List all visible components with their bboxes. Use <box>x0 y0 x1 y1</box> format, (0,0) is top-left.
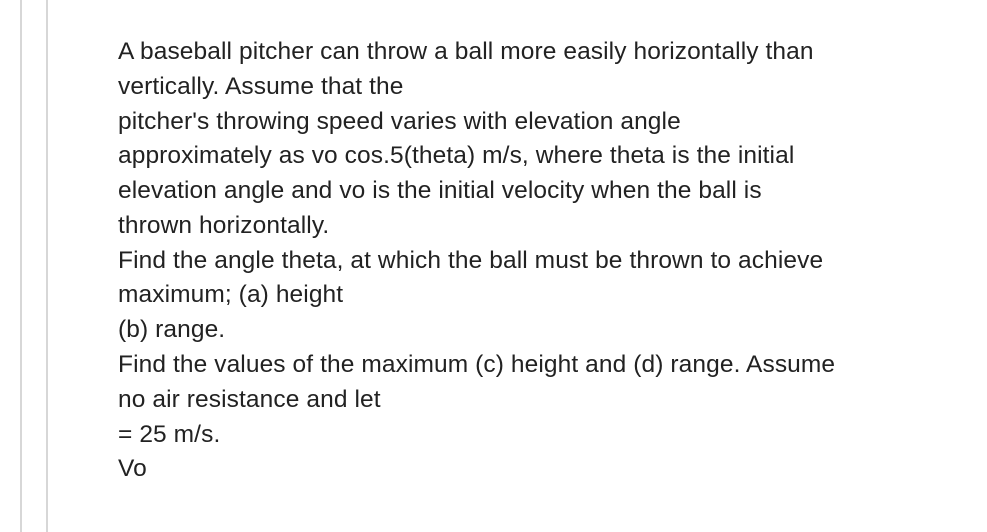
problem-line: approximately as vo cos.5(theta) m/s, wh… <box>118 139 918 174</box>
problem-line: A baseball pitcher can throw a ball more… <box>118 35 918 70</box>
problem-line: Vo <box>118 452 918 487</box>
problem-line: Find the values of the maximum (c) heigh… <box>118 348 918 383</box>
problem-line: = 25 m/s. <box>118 418 918 453</box>
problem-line: maximum; (a) height <box>118 278 918 313</box>
problem-line: (b) range. <box>118 313 918 348</box>
problem-line: no air resistance and let <box>118 383 918 418</box>
problem-line: thrown horizontally. <box>118 209 918 244</box>
margin-rail-2 <box>46 0 48 532</box>
problem-line: vertically. Assume that the <box>118 70 918 105</box>
problem-text: A baseball pitcher can throw a ball more… <box>118 35 918 487</box>
problem-line: Find the angle theta, at which the ball … <box>118 244 918 279</box>
problem-line: elevation angle and vo is the initial ve… <box>118 174 918 209</box>
page-root: A baseball pitcher can throw a ball more… <box>0 0 987 532</box>
margin-rails <box>0 0 50 532</box>
margin-rail-1 <box>20 0 22 532</box>
problem-line: pitcher's throwing speed varies with ele… <box>118 105 918 140</box>
